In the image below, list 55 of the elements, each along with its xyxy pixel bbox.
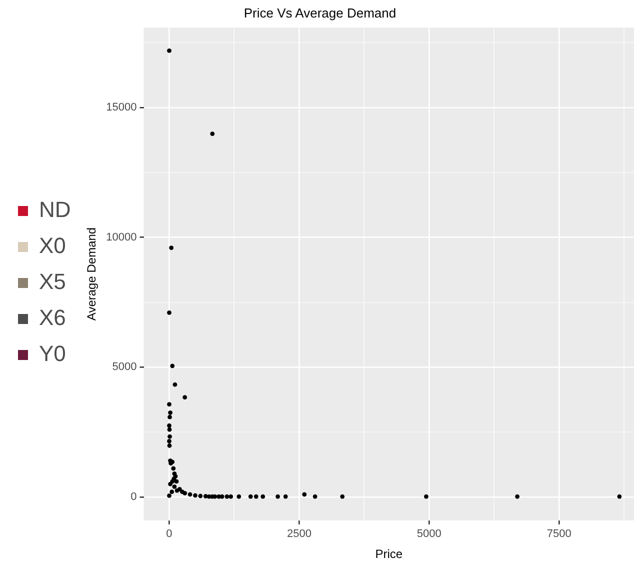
- legend-label: X6: [39, 305, 66, 330]
- point: [168, 410, 172, 415]
- point: [515, 494, 520, 499]
- point: [340, 494, 345, 499]
- legend-label: Y0: [39, 341, 66, 366]
- x-tick-label: 5000: [416, 528, 442, 540]
- point: [193, 493, 198, 498]
- point: [167, 439, 172, 444]
- point: [312, 494, 318, 499]
- point: [248, 494, 253, 499]
- point: [182, 490, 188, 496]
- point: [228, 494, 234, 499]
- point: [167, 494, 172, 498]
- point: [167, 402, 172, 407]
- point: [167, 427, 172, 432]
- y-tick-label: 0: [130, 491, 137, 504]
- point: [617, 494, 622, 499]
- x-tick-label: 0: [166, 528, 172, 540]
- chart-title: Price Vs Average Demand: [244, 5, 396, 20]
- point: [167, 443, 172, 448]
- point: [169, 246, 174, 250]
- x-tick-label: 7500: [546, 528, 572, 540]
- point: [182, 395, 188, 400]
- point: [236, 494, 242, 499]
- y-tick-label: 10000: [106, 231, 137, 244]
- point: [260, 494, 266, 499]
- legend-label: X0: [39, 233, 66, 258]
- x-tick-label: 2500: [286, 528, 312, 540]
- y-axis-title: Average Demand: [84, 227, 98, 321]
- point: [424, 494, 428, 499]
- point: [174, 479, 179, 484]
- point: [276, 494, 280, 499]
- point: [168, 414, 172, 420]
- point: [254, 494, 258, 499]
- point: [210, 132, 215, 136]
- point: [188, 492, 192, 497]
- point: [167, 423, 172, 428]
- point: [168, 482, 172, 486]
- point: [172, 484, 177, 489]
- point: [174, 488, 180, 493]
- y-tick-label: 5000: [112, 361, 137, 374]
- y-tick-label: 15000: [106, 102, 137, 114]
- point: [170, 490, 174, 494]
- legend-label: X5: [39, 269, 66, 294]
- legend-label: ND: [39, 197, 71, 222]
- point: [283, 494, 288, 499]
- point: [172, 382, 178, 387]
- point: [170, 364, 175, 368]
- point: [302, 492, 307, 497]
- point: [171, 466, 176, 471]
- x-axis-title: Price: [375, 547, 403, 562]
- point: [167, 48, 172, 53]
- point: [167, 310, 172, 315]
- point: [198, 494, 203, 498]
- point: [168, 434, 172, 439]
